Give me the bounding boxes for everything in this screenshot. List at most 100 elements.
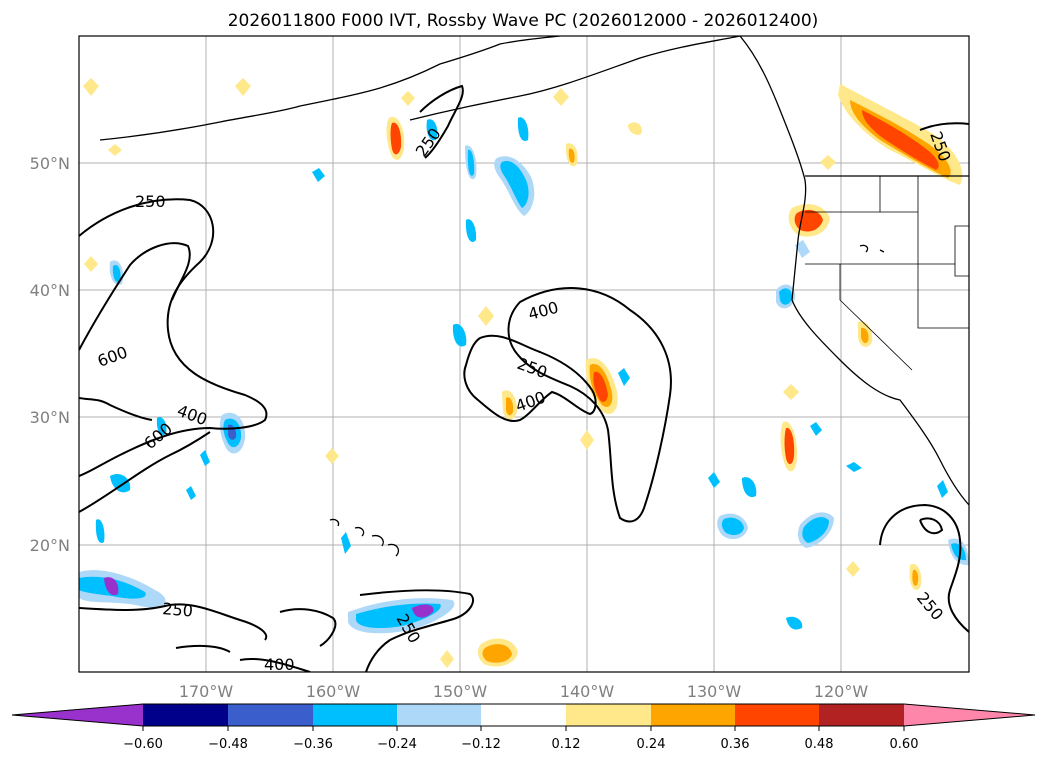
contour-250-southeast — [879, 503, 969, 633]
neg-blob-177w-mid — [112, 264, 121, 283]
cb-label-neg-012: −0.12 — [461, 737, 501, 752]
neg-blob-hawaii-west — [341, 532, 351, 554]
neg-blob-152w — [452, 323, 467, 347]
pos-blob-small-8 — [478, 306, 494, 326]
lat-label-30n: 30°N — [30, 408, 70, 427]
lat-label-40n: 40°N — [30, 281, 70, 300]
coast-lakes — [859, 244, 885, 253]
neg-blob-151w-mid — [467, 149, 475, 176]
contour-400-600-west — [79, 242, 211, 513]
latitude-labels: 50°N 40°N 30°N 20°N — [30, 154, 70, 555]
lon-label-150w: 150°W — [433, 682, 488, 701]
contour-250-north — [419, 84, 464, 159]
map-frame — [78, 35, 970, 673]
colorbar-bin-neg-036 — [228, 704, 313, 726]
neg-blob-126w-mid — [779, 288, 793, 305]
neg-blob-176w — [110, 473, 131, 493]
colorbar-bin-neg-048 — [143, 704, 228, 726]
contour-label-250-nw: 250 — [135, 192, 166, 211]
cb-label-pos-036: 0.36 — [721, 737, 750, 752]
cb-label-pos-048: 0.48 — [805, 737, 834, 752]
colorbar-bin-neg-024 — [313, 704, 397, 726]
pos-blob-california-core — [861, 327, 869, 344]
lat-label-20n: 20°N — [30, 536, 70, 555]
pos-blob-mexico-core — [912, 569, 919, 586]
neg-blob-119w — [846, 462, 862, 472]
contour-400-central — [507, 287, 672, 523]
pos-blob-bc-coast-core — [862, 110, 939, 170]
pos-blob-small-11 — [783, 384, 799, 400]
neg-blob-172w — [156, 417, 167, 436]
neg-blob-149w — [517, 117, 529, 142]
coast-aleutians — [99, 36, 561, 141]
us-state-lines — [805, 176, 969, 371]
neg-blob-139w — [618, 368, 630, 386]
neg-blob-156w — [426, 119, 438, 141]
neg-blob-127w — [742, 477, 757, 498]
pos-blob-145w-core — [506, 397, 514, 416]
pc-shading — [79, 78, 969, 668]
contour-250-south — [79, 589, 475, 672]
cb-label-pos-060: 0.60 — [890, 737, 919, 752]
contour-250-west — [79, 198, 268, 477]
neg-blob-122w-mid — [802, 517, 829, 543]
neg-blob-122w-small — [810, 422, 822, 436]
map-background — [79, 36, 969, 672]
neg-blob-178w — [95, 519, 105, 544]
lon-label-120w: 120°W — [814, 682, 869, 701]
lon-label-160w: 160°W — [306, 682, 361, 701]
pos-blob-small-12 — [846, 561, 860, 577]
contour-250-central — [463, 334, 597, 422]
lon-label-140w: 140°W — [560, 682, 615, 701]
pos-blob-small-10 — [580, 430, 594, 450]
lat-label-50n: 50°N — [30, 154, 70, 173]
cb-label-pos-012: 0.12 — [552, 737, 581, 752]
contour-label-400-south: 400 — [264, 655, 295, 674]
pos-blob-small-15 — [108, 144, 122, 156]
colorbar-bin-pos-024 — [651, 704, 735, 726]
neg-blob-130w — [708, 472, 720, 488]
pos-blob-155w-core — [390, 122, 402, 155]
neg-blob-mexico-coast-mid — [951, 543, 966, 561]
pos-blob-south-mid — [482, 644, 512, 663]
lon-label-130w: 130°W — [687, 682, 742, 701]
colorbar-bin-neg-012 — [397, 704, 481, 726]
neg-blob-southwest-core — [104, 577, 119, 596]
cb-label-neg-060: −0.60 — [123, 737, 163, 752]
cb-label-neg-024: −0.24 — [377, 737, 417, 752]
colorbar-extend-low — [12, 704, 143, 726]
neg-blob-124w-south — [786, 616, 803, 630]
neg-blob-oregon-coast — [795, 240, 810, 258]
cb-label-neg-036: −0.36 — [293, 737, 333, 752]
pos-blob-small-5 — [553, 88, 569, 106]
cb-label-pos-024: 0.24 — [637, 737, 666, 752]
cb-label-neg-048: −0.48 — [208, 737, 248, 752]
pos-blob-140w-core — [593, 371, 608, 403]
pos-blob-small-13 — [440, 650, 454, 668]
pos-blob-124w-core — [784, 427, 795, 465]
colorbar-bin-zero — [481, 704, 566, 726]
neg-blob-hawaii-south-core — [412, 604, 434, 618]
neg-blob-151w-south — [465, 219, 477, 242]
colorbar-ticks: −0.60 −0.48 −0.36 −0.24 −0.12 0.12 0.24 … — [123, 726, 918, 752]
neg-blob-162w — [312, 168, 325, 182]
pos-blob-small-2 — [83, 78, 99, 96]
coast-alaska-south — [409, 36, 741, 121]
pos-blob-small-14 — [820, 155, 836, 170]
longitude-labels: 170°W 160°W 150°W 140°W 130°W 120°W — [179, 682, 869, 701]
ivt-contours — [79, 84, 969, 672]
pos-blob-small-9 — [325, 448, 339, 464]
plot-title: 2026011800 F000 IVT, Rossby Wave PC (202… — [228, 11, 819, 31]
pos-blob-small-1-core — [568, 148, 575, 163]
contour-400-south — [239, 657, 311, 672]
pos-blob-small-4 — [401, 91, 415, 106]
state-borders — [805, 176, 969, 371]
pos-blob-small-3 — [235, 78, 251, 96]
coast-hawaii — [329, 518, 400, 557]
contour-label-250-south: 250 — [162, 599, 194, 621]
colorbar-bin-pos-036 — [735, 704, 819, 726]
colorbar-bin-pos-012 — [566, 704, 651, 726]
colorbar: −0.60 −0.48 −0.36 −0.24 −0.12 0.12 0.24 … — [11, 703, 1036, 752]
neg-blob-128w-mid — [721, 517, 744, 536]
